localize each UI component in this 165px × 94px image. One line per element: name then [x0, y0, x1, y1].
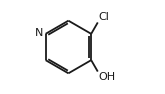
- Text: N: N: [35, 28, 43, 38]
- Text: Cl: Cl: [98, 11, 109, 22]
- Text: OH: OH: [99, 72, 116, 83]
